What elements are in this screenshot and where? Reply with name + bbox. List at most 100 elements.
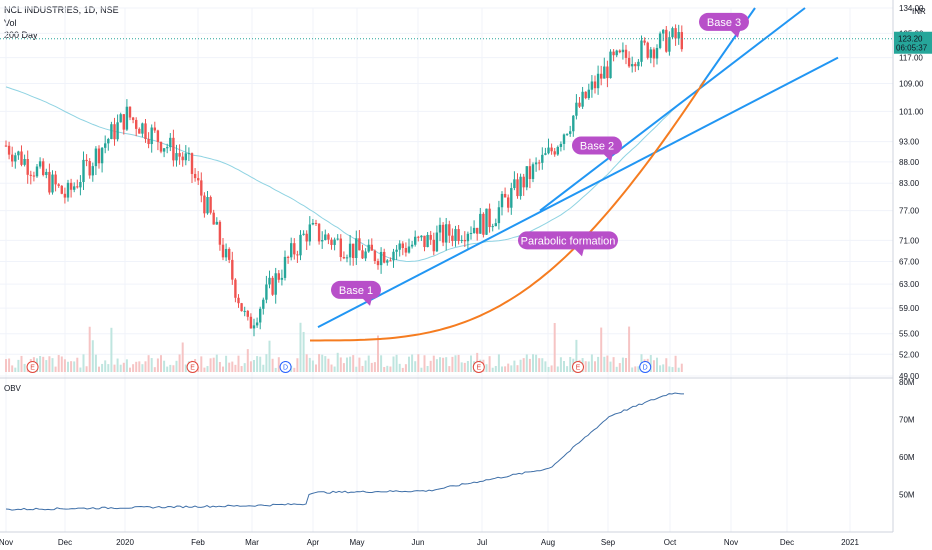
candle-body [107, 139, 110, 144]
volume-bar-204 [637, 366, 640, 372]
candle-body [7, 145, 11, 155]
volume-bar-11 [39, 356, 42, 372]
callout-base-1-bubble [331, 280, 381, 299]
candle-body [448, 224, 451, 236]
candle-body [296, 254, 299, 256]
candle-body [426, 234, 429, 248]
candle-203 [634, 62, 637, 72]
volume-bar-120 [377, 335, 379, 372]
volume-bar-41 [132, 364, 135, 372]
volume-bar-53 [169, 364, 172, 372]
candle-body [110, 124, 113, 140]
volume-bar-125 [392, 356, 395, 372]
volume-bar-116 [364, 360, 367, 372]
candle-body [162, 148, 166, 152]
candle-73 [231, 251, 234, 285]
volume-bar-26 [85, 366, 88, 372]
ma-label[interactable]: 200 Day [4, 30, 38, 40]
candle-25 [82, 151, 85, 190]
candle-200 [624, 44, 628, 65]
volume-bar-127 [398, 363, 401, 372]
volume-bar-25 [82, 354, 85, 372]
candle-22 [73, 182, 76, 193]
volume-bar-95 [299, 322, 302, 372]
candle-108 [339, 234, 342, 262]
volume-bar-49 [156, 358, 159, 372]
candle-body [206, 197, 209, 214]
candle-177 [553, 148, 556, 157]
candle-71 [224, 243, 228, 261]
candle-31 [100, 146, 104, 173]
candle-body [569, 131, 572, 134]
candle-192 [600, 65, 603, 86]
candle-body [460, 239, 463, 241]
drawings[interactable]: Base 1 Base 2 Base 3 Parabolic formation [310, 7, 839, 342]
candle-body [559, 143, 563, 147]
chart-title[interactable]: NCL INDUSTRIES, 1D, NSE [4, 5, 119, 15]
candle-body [469, 232, 473, 234]
candle-169 [528, 158, 532, 189]
volume-bar-162 [507, 363, 510, 372]
volume-bar-143 [448, 366, 451, 372]
volume-bar-63 [200, 356, 203, 372]
candle-59 [187, 147, 191, 162]
candle-58 [184, 145, 187, 166]
candle-205 [640, 35, 643, 67]
volume-bar-198 [618, 363, 621, 372]
candle-65 [206, 191, 209, 215]
candle-body [668, 37, 671, 52]
candle-214 [668, 31, 671, 56]
candle-body [562, 134, 566, 144]
candle-body [373, 250, 377, 262]
candle-body [581, 91, 584, 107]
candle-body [491, 226, 494, 228]
candle-57 [181, 152, 184, 167]
candle-body [643, 40, 646, 43]
volume-bar-176 [550, 365, 553, 372]
candle-213 [665, 26, 668, 53]
y-tick-6: 71.00 [899, 236, 920, 245]
candle-93 [293, 238, 296, 260]
volume-bar-132 [414, 361, 417, 372]
candle-body [513, 179, 516, 189]
candle-body [321, 240, 324, 242]
x-tick-8: Jul [477, 538, 487, 547]
candle-147 [460, 235, 463, 244]
candle-216 [674, 24, 677, 46]
candle-136 [426, 232, 429, 248]
candle-102 [321, 231, 324, 249]
candle-body [104, 143, 107, 148]
volume-bar-118 [370, 362, 373, 372]
candle-body [404, 247, 408, 253]
volume-label[interactable]: Vol [4, 18, 17, 28]
callout-parabolic-pointer [574, 248, 584, 257]
candle-body [243, 310, 246, 312]
candle-body [181, 156, 184, 161]
event-circle [279, 361, 292, 373]
candle-body [392, 251, 395, 261]
candle-body [488, 208, 491, 228]
candle-body [361, 250, 364, 259]
candle-87 [274, 267, 277, 304]
candle-142 [445, 217, 448, 251]
candle-body [516, 179, 519, 197]
callout-base-1: Base 1 [331, 280, 381, 306]
volume-bar-217 [677, 367, 680, 372]
candle-115 [361, 244, 364, 259]
candle-body [240, 303, 243, 312]
candle-body [271, 277, 274, 295]
candle-body [249, 316, 253, 329]
candle-137 [429, 230, 432, 245]
candle-body [38, 161, 42, 167]
candle-body [355, 238, 358, 259]
candle-body [169, 137, 172, 148]
candle-62 [197, 171, 200, 186]
volume-bar-101 [318, 354, 321, 372]
x-tick-10: Sep [601, 538, 616, 547]
candle-body [187, 153, 191, 155]
event-label: E [30, 365, 35, 372]
volume-bar-28 [91, 340, 94, 372]
callout-base-2-pointer [603, 153, 613, 162]
